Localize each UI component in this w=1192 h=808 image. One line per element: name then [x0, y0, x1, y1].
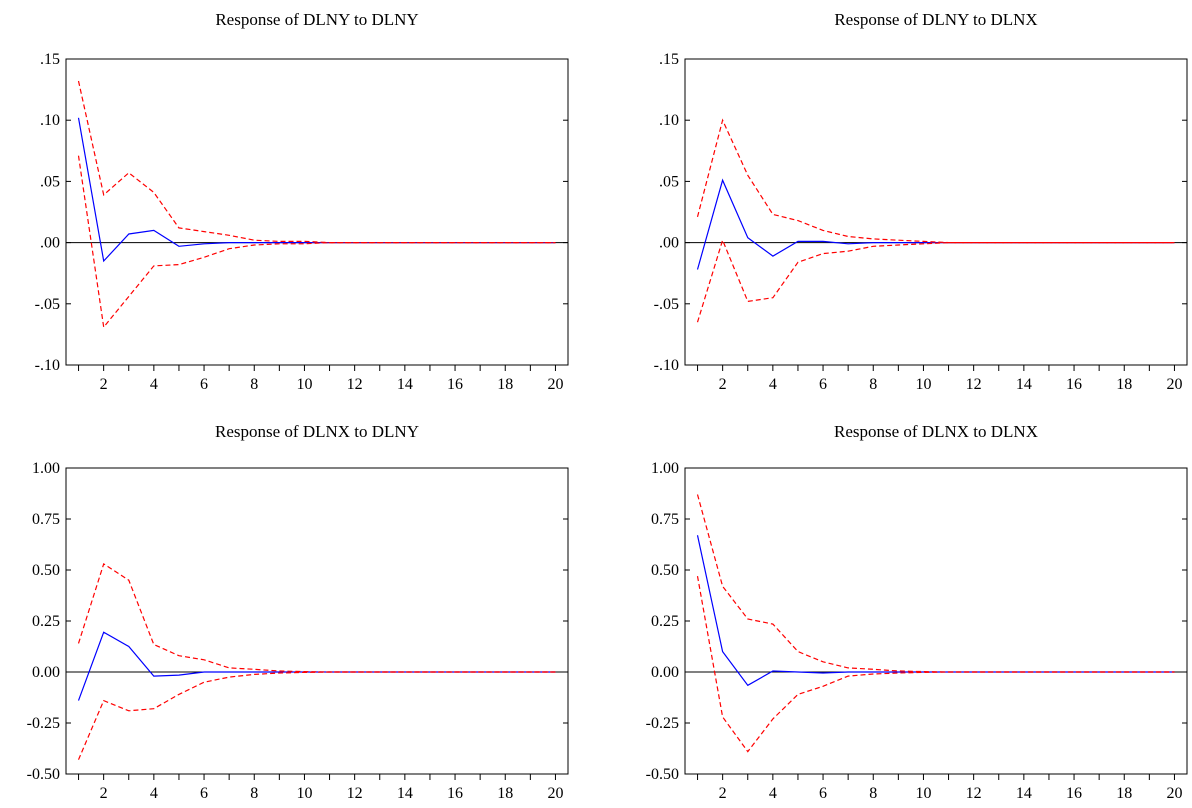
x-tick-label: 2: [719, 785, 727, 802]
y-tick-label: -.10: [654, 357, 679, 374]
x-tick-label: 10: [296, 785, 312, 802]
x-tick-label: 10: [915, 376, 931, 393]
y-tick-label: .05: [659, 173, 679, 190]
x-tick-label: 14: [1016, 785, 1032, 802]
y-tick-label: 0.00: [32, 664, 60, 681]
chart-title: Response of DLNY to DLNX: [834, 10, 1037, 29]
x-tick-label: 8: [869, 376, 877, 393]
chart-title: Response of DLNX to DLNX: [834, 422, 1038, 441]
x-tick-label: 18: [497, 785, 513, 802]
plot-frame: [65, 58, 569, 366]
x-tick-label: 20: [1166, 785, 1182, 802]
plot-frame: [684, 467, 1188, 775]
impulse-response-line: [696, 535, 1175, 687]
y-tick-label: -.05: [654, 296, 679, 313]
x-tick-label: 6: [819, 785, 827, 802]
x-tick-label: 14: [397, 785, 413, 802]
x-tick-label: 8: [869, 785, 877, 802]
x-tick-label: 4: [150, 376, 158, 393]
confidence-band-upper: [77, 80, 556, 244]
y-tick-label: -0.25: [646, 715, 679, 732]
panel-dlny-to-dlnx: Response of DLNY to DLNX -.10 -.05 .00 .05 .1…: [654, 10, 1188, 393]
confidence-band-upper: [696, 118, 1175, 244]
x-tick-label: 6: [200, 785, 208, 802]
y-tick-label: 0.25: [651, 613, 679, 630]
x-tick-label: 20: [1166, 376, 1182, 393]
y-tick-label: 0.50: [32, 562, 60, 579]
impulse-response-line: [77, 631, 556, 701]
x-tick-label: 16: [447, 785, 463, 802]
y-tick-label: .10: [659, 112, 679, 129]
confidence-band-lower: [696, 238, 1175, 323]
confidence-band-lower: [696, 575, 1175, 753]
y-tick-label: 0.50: [651, 562, 679, 579]
x-tick-label: 18: [1116, 785, 1132, 802]
x-tick-label: 20: [547, 785, 563, 802]
y-tick-label: 0.00: [651, 664, 679, 681]
y-tick-label: -0.50: [646, 766, 679, 783]
x-tick-label: 18: [497, 376, 513, 393]
chart-title: Response of DLNY to DLNY: [215, 10, 418, 29]
y-tick-label: .15: [659, 51, 679, 68]
confidence-band-lower: [77, 155, 556, 329]
confidence-band-upper: [77, 562, 556, 673]
x-tick-label: 6: [200, 376, 208, 393]
x-tick-label: 12: [966, 376, 982, 393]
confidence-band-upper: [696, 494, 1175, 673]
y-tick-label: 1.00: [32, 460, 60, 477]
y-tick-label: 0.75: [651, 511, 679, 528]
x-tick-label: 8: [250, 785, 258, 802]
x-tick-label: 18: [1116, 376, 1132, 393]
chart-title: Response of DLNX to DLNY: [215, 422, 419, 441]
y-tick-label: .00: [659, 235, 679, 252]
x-tick-label: 8: [250, 376, 258, 393]
y-tick-label: 0.75: [32, 511, 60, 528]
plot-frame: [684, 58, 1188, 366]
y-tick-label: -0.25: [27, 715, 60, 732]
x-tick-label: 10: [915, 785, 931, 802]
panel-dlnx-to-dlny: Response of DLNX to DLNY -0.50 -0.25 0.00 0.…: [27, 422, 569, 802]
impulse-response-line: [696, 178, 1175, 270]
x-tick-label: 2: [719, 376, 727, 393]
x-tick-label: 16: [447, 376, 463, 393]
x-tick-label: 12: [966, 785, 982, 802]
x-tick-label: 14: [397, 376, 413, 393]
panel-dlnx-to-dlnx: Response of DLNX to DLNX -0.50 -0.25 0.00 0.…: [646, 422, 1188, 802]
x-tick-label: 10: [296, 376, 312, 393]
panel-dlny-to-dlny: Response of DLNY to DLNY -.10 -.05 .00 .05 .1…: [35, 10, 569, 393]
x-tick-label: 12: [347, 376, 363, 393]
y-tick-label: .05: [40, 173, 60, 190]
y-tick-label: -0.50: [27, 766, 60, 783]
x-tick-label: 2: [100, 785, 108, 802]
x-tick-label: 20: [547, 376, 563, 393]
x-tick-label: 4: [150, 785, 158, 802]
y-tick-label: .15: [40, 51, 60, 68]
x-tick-label: 4: [769, 376, 777, 393]
confidence-band-lower: [77, 671, 556, 760]
y-tick-label: 0.25: [32, 613, 60, 630]
y-tick-label: .00: [40, 235, 60, 252]
y-tick-label: -.10: [35, 357, 60, 374]
y-tick-label: .10: [40, 112, 60, 129]
y-tick-label: 1.00: [651, 460, 679, 477]
x-tick-label: 6: [819, 376, 827, 393]
y-tick-label: -.05: [35, 296, 60, 313]
x-tick-label: 12: [347, 785, 363, 802]
x-tick-label: 16: [1066, 376, 1082, 393]
x-tick-label: 14: [1016, 376, 1032, 393]
x-tick-label: 16: [1066, 785, 1082, 802]
x-tick-label: 2: [100, 376, 108, 393]
x-tick-label: 4: [769, 785, 777, 802]
plot-frame: [65, 467, 569, 775]
